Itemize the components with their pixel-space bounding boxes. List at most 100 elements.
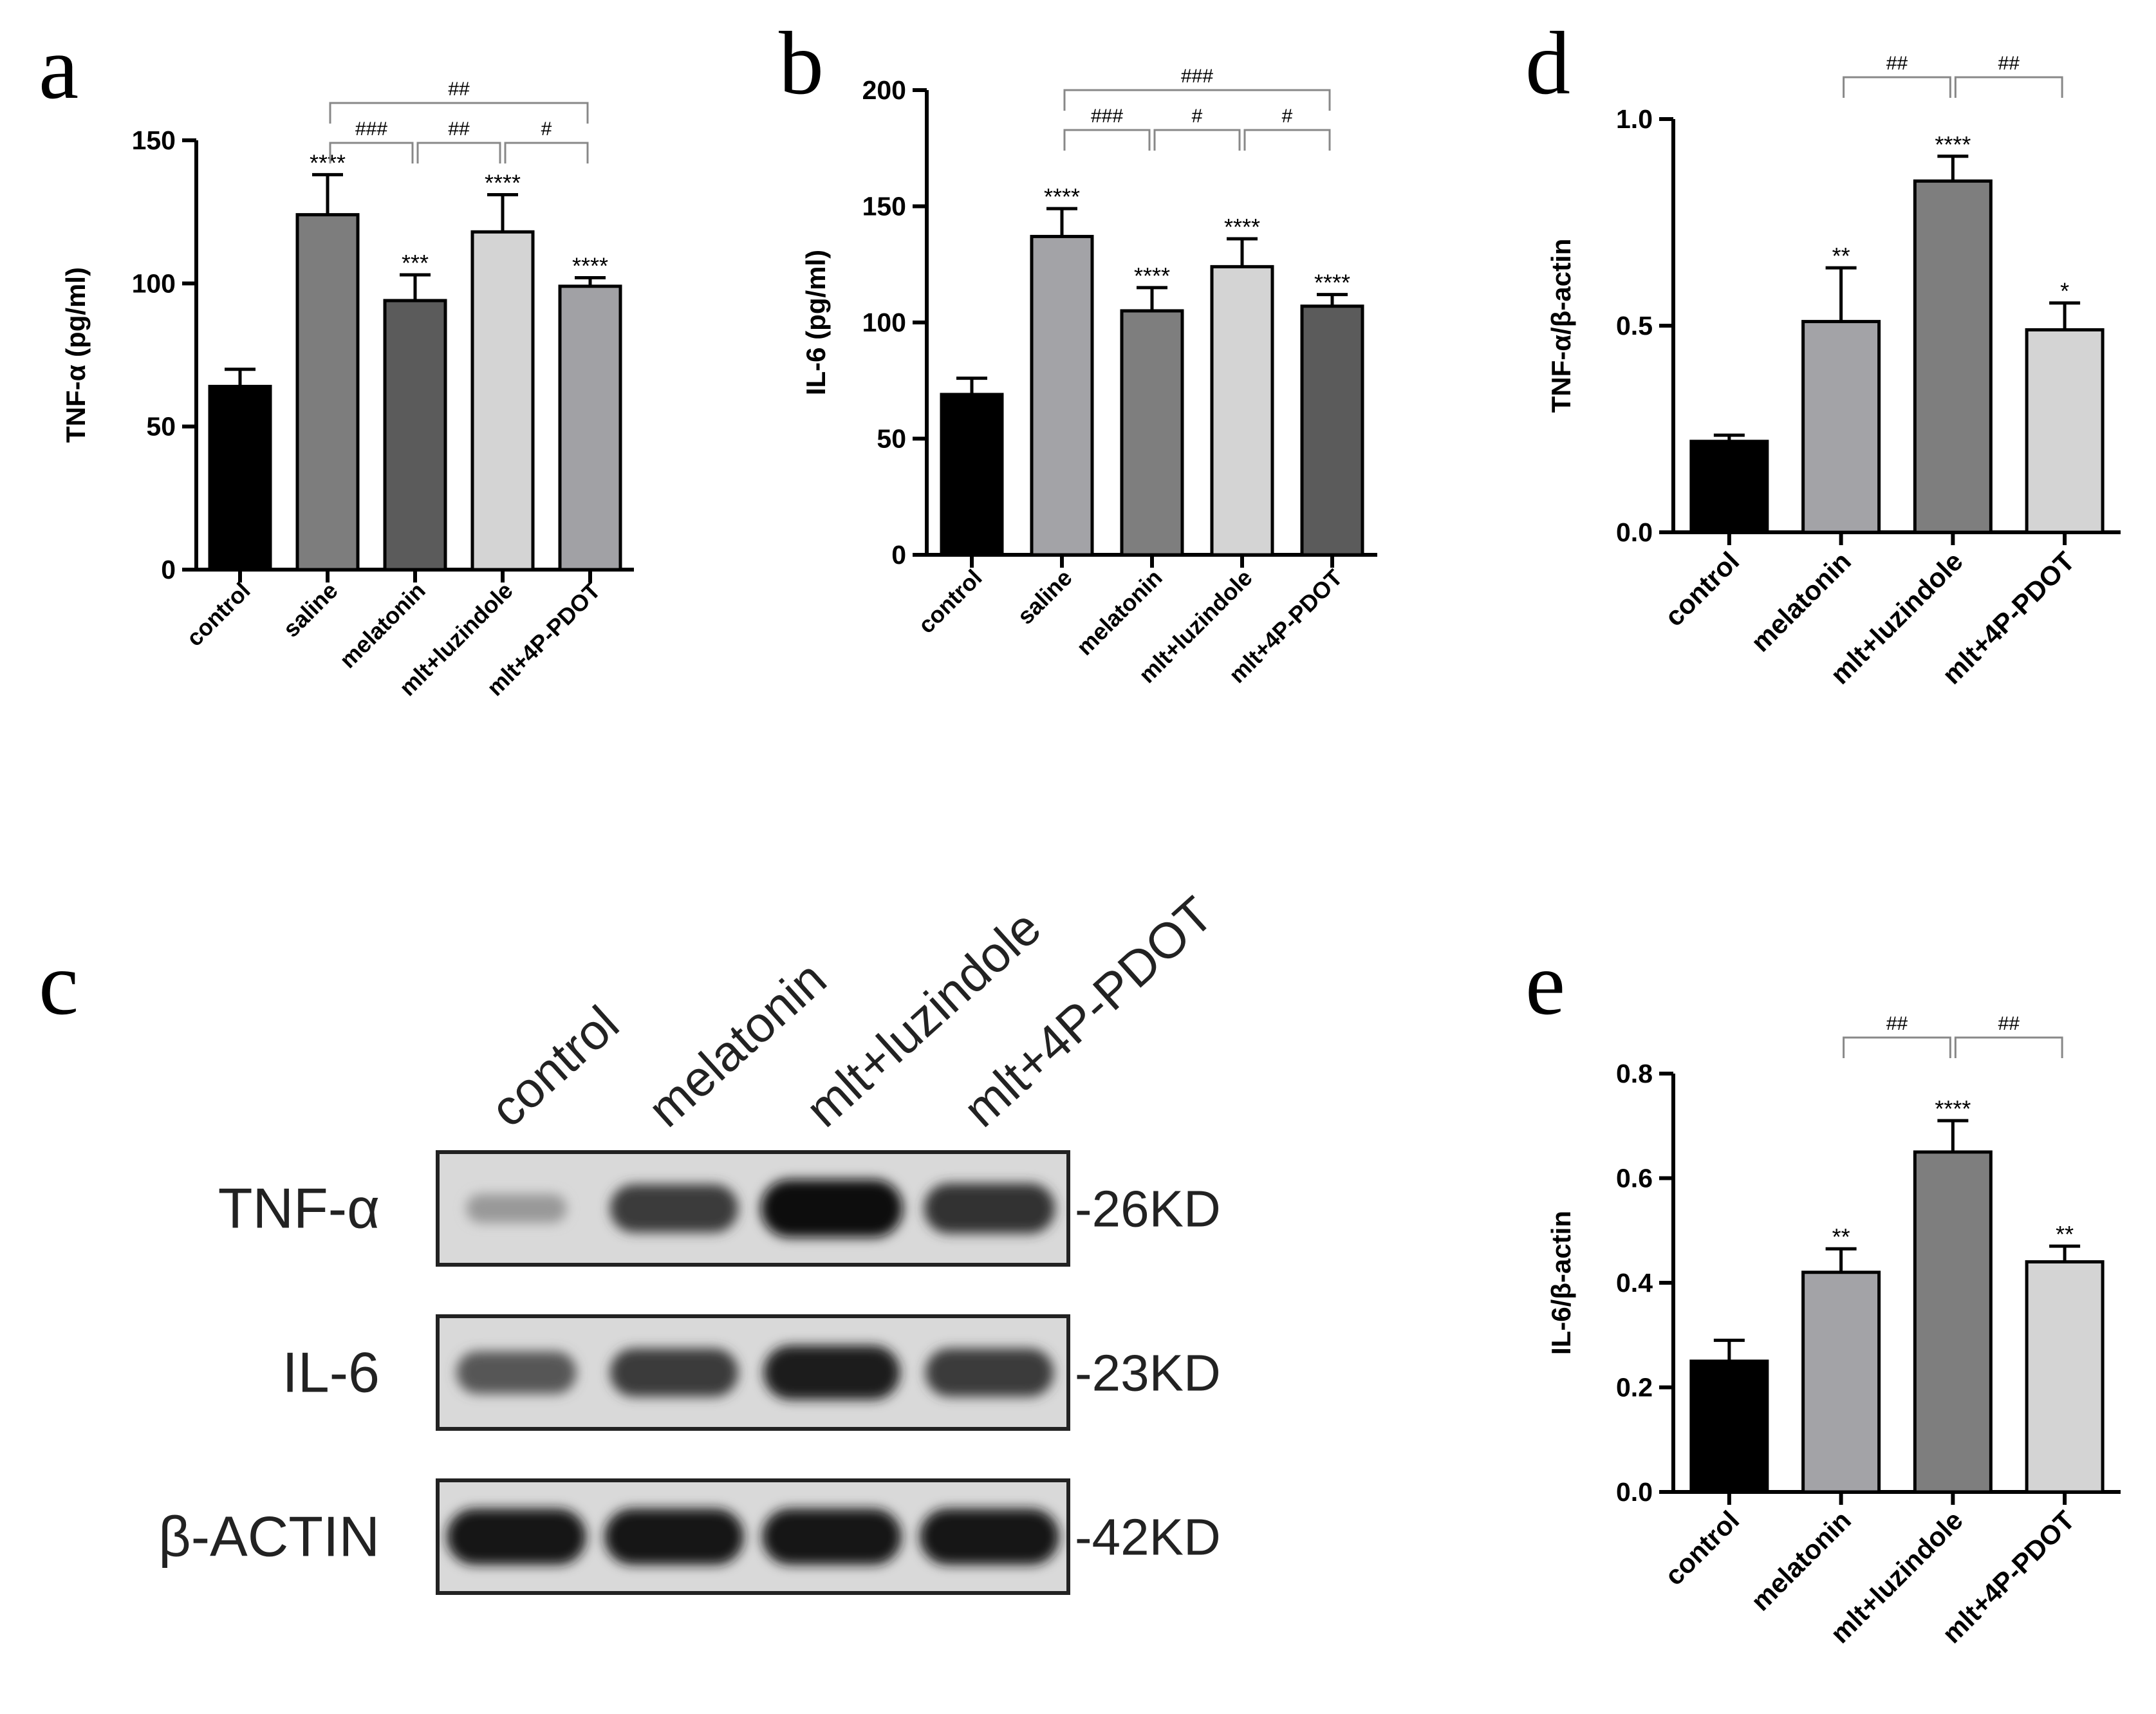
x-tick-label: melatonin	[334, 577, 430, 673]
y-tick-label: 0	[161, 555, 176, 584]
bar	[2025, 328, 2105, 534]
blot-band	[762, 1509, 902, 1565]
significance-label: **	[2056, 1221, 2074, 1247]
y-tick-label: 150	[132, 126, 176, 155]
x-tick-label: saline	[1012, 564, 1077, 629]
bar	[208, 384, 272, 572]
significance-label: ***	[402, 250, 429, 276]
y-tick-label: 0.8	[1616, 1059, 1653, 1088]
bar	[1689, 440, 1769, 534]
blot-kd-label: -26KD	[1075, 1180, 1221, 1238]
x-tick-label: control	[913, 564, 987, 638]
blot-band	[609, 1348, 739, 1397]
bar	[940, 393, 1004, 557]
blot-lane-label: control	[479, 995, 629, 1138]
significance-label: ****	[572, 252, 608, 279]
y-axis-label: IL-6/β-actin	[1546, 1211, 1576, 1355]
bar	[1300, 304, 1364, 557]
significance-bracket	[1843, 1036, 1951, 1058]
bar	[295, 213, 360, 572]
panel-label-a: a	[39, 18, 79, 118]
bar	[470, 230, 535, 572]
chart-il6-elisa: 0 50 100 150 200 IL-6 (pg/ml) control **** salin…	[801, 66, 1377, 688]
panel-label-d: d	[1525, 14, 1570, 113]
x-tick-label: control	[1659, 546, 1745, 632]
blot-kd-label: -42KD	[1075, 1509, 1221, 1566]
bracket-label: ##	[448, 118, 470, 140]
x-tick-label: melatonin	[1745, 1505, 1856, 1616]
bar	[1801, 320, 1881, 534]
blot-kd-label: -23KD	[1075, 1345, 1221, 1402]
panel-label-e: e	[1525, 934, 1565, 1034]
chart-il6-blot-ratio: 0.0 0.2 0.4 0.6 0.8 IL-6/β-actin control ** mela…	[1546, 1013, 2121, 1649]
significance-bracket	[1243, 129, 1331, 151]
y-axis-label: TNF-α/β-actin	[1546, 239, 1576, 413]
y-tick-label: 0	[891, 540, 906, 570]
blot-band	[447, 1509, 586, 1565]
significance-label: ****	[1044, 183, 1080, 210]
y-tick-label: 0.6	[1616, 1164, 1653, 1193]
blot-band	[761, 1179, 903, 1238]
significance-bracket	[504, 142, 589, 163]
blot-band	[920, 1509, 1059, 1565]
y-tick-label: 0.0	[1616, 517, 1653, 547]
blot-band	[456, 1351, 577, 1394]
significance-label: ****	[1935, 131, 1971, 158]
y-tick-label: 100	[132, 268, 176, 298]
significance-bracket	[416, 142, 501, 163]
blot-band	[466, 1194, 567, 1223]
significance-bracket	[1954, 76, 2063, 98]
panel-label-b: b	[779, 14, 824, 113]
blot-band	[609, 1184, 739, 1233]
bar	[1030, 234, 1094, 557]
x-tick-label: control	[181, 577, 255, 651]
bracket-label: ###	[355, 118, 387, 140]
x-tick-label: control	[1659, 1505, 1745, 1591]
significance-label: ****	[1935, 1095, 1971, 1122]
y-tick-label: 50	[146, 412, 176, 442]
bar	[383, 299, 447, 572]
bracket-label: #	[1192, 106, 1203, 127]
bracket-label: ##	[448, 79, 470, 100]
blot-row-label: β-ACTIN	[158, 1505, 380, 1569]
blot-band	[925, 1348, 1054, 1397]
significance-label: ****	[310, 149, 346, 176]
chart-tnf-blot-ratio: 0.0 0.5 1.0 TNF-α/β-actin control ** melatonin…	[1546, 53, 2121, 690]
significance-bracket	[1843, 76, 1951, 98]
bar	[2025, 1260, 2105, 1494]
x-tick-label: melatonin	[1745, 546, 1856, 657]
blot-band	[763, 1345, 900, 1400]
significance-label: **	[1832, 1224, 1850, 1250]
bar	[1120, 309, 1184, 557]
blot-row-label: IL-6	[282, 1341, 380, 1404]
y-tick-label: 0.4	[1616, 1268, 1653, 1298]
y-tick-label: 0.2	[1616, 1373, 1653, 1402]
bracket-label: ##	[1886, 1013, 1908, 1034]
blot-band	[604, 1509, 744, 1565]
bar	[1210, 265, 1274, 557]
y-tick-label: 200	[862, 75, 906, 105]
western-blot: control melatoninmlt+luzindolemlt+4P-PDOT…	[158, 886, 1223, 1595]
y-tick-label: 100	[862, 308, 906, 337]
y-tick-label: 50	[877, 424, 906, 454]
significance-label: ****	[1224, 214, 1260, 240]
y-axis-label: TNF-α (pg/ml)	[60, 267, 91, 443]
significance-bracket	[329, 102, 589, 124]
significance-bracket	[1153, 129, 1241, 151]
bracket-label: ##	[1998, 1013, 2020, 1034]
y-tick-label: 0.0	[1616, 1477, 1653, 1507]
bracket-label: ###	[1091, 106, 1123, 127]
significance-label: ****	[485, 169, 521, 196]
y-axis-label: IL-6 (pg/ml)	[801, 250, 831, 395]
bracket-label: ###	[1181, 66, 1213, 87]
significance-bracket	[1954, 1036, 2063, 1058]
significance-label: ****	[1134, 263, 1170, 289]
blot-row-label: TNF-α	[218, 1177, 380, 1240]
bar	[1913, 1150, 1993, 1494]
bar	[558, 284, 622, 572]
y-tick-label: 150	[862, 192, 906, 221]
significance-label: **	[1832, 243, 1850, 269]
significance-label: ****	[1314, 270, 1350, 296]
blot-band	[924, 1183, 1055, 1234]
